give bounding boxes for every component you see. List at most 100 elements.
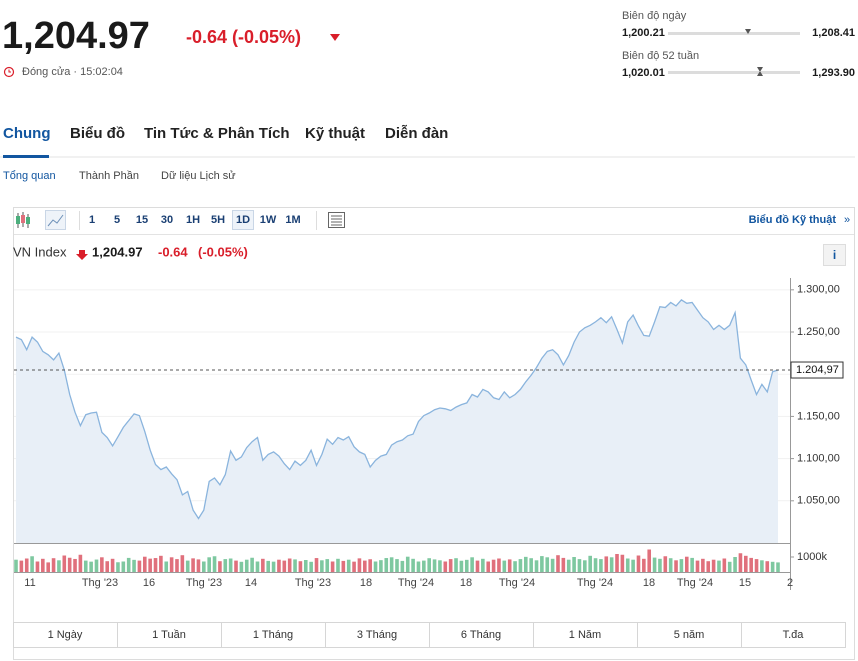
volume-bar	[733, 557, 737, 572]
info-button[interactable]	[823, 244, 846, 266]
volume-bar	[760, 560, 764, 572]
volume-bar	[153, 558, 158, 572]
volume-bar	[529, 558, 533, 572]
subtab[interactable]: Tổng quan	[3, 170, 56, 182]
volume-bar	[765, 561, 770, 572]
volume-bar	[422, 560, 426, 572]
technical-chart-link[interactable]: Biểu đồ Kỹ thuật	[749, 214, 837, 226]
period-button[interactable]	[221, 622, 326, 648]
period-button[interactable]	[741, 622, 846, 648]
period-button[interactable]	[637, 622, 742, 648]
volume-bar	[561, 557, 566, 572]
period-label[interactable]: 1 Tháng	[253, 629, 293, 641]
x-tick-label: Thg '24	[499, 577, 535, 589]
price-area	[16, 299, 778, 543]
tab[interactable]: Tin Tức & Phân Tích	[144, 125, 290, 142]
period-button[interactable]	[325, 622, 430, 648]
volume-bar	[770, 561, 775, 572]
volume-bar	[556, 555, 560, 572]
period-label[interactable]: 6 Tháng	[461, 629, 501, 641]
volume-bar	[212, 556, 217, 572]
volume-bar	[625, 558, 630, 572]
x-tick-label: Thg '24	[398, 577, 434, 589]
chart-price: 1,204.97	[92, 244, 143, 259]
volume-bar	[454, 558, 458, 572]
interval-button[interactable]: 30	[161, 214, 173, 226]
period-label[interactable]: 1 Ngày	[48, 629, 83, 641]
volume-bar	[303, 560, 308, 572]
volume-bar	[776, 562, 780, 572]
volume-bar	[121, 561, 126, 572]
volume-bar	[83, 560, 88, 572]
period-button[interactable]	[429, 622, 534, 648]
interval-button[interactable]: 5H	[211, 214, 225, 226]
subtab[interactable]: Thành Phần	[79, 170, 139, 182]
volume-bar	[497, 558, 501, 572]
area-icon[interactable]	[45, 210, 66, 230]
volume-bar	[35, 561, 40, 572]
period-button[interactable]	[13, 622, 118, 648]
tab[interactable]: Kỹ thuật	[305, 125, 365, 142]
tab[interactable]: Diễn đàn	[385, 125, 448, 142]
volume-bar	[336, 558, 340, 572]
interval-button[interactable]: 5	[114, 214, 120, 226]
range-bar	[668, 71, 800, 74]
volume-bar	[642, 558, 646, 572]
volume-bar	[395, 559, 399, 572]
period-label[interactable]: T.đa	[783, 629, 805, 641]
volume-bar	[320, 560, 324, 572]
volume-bar	[583, 560, 587, 572]
interval-button[interactable]: 15	[136, 214, 148, 226]
volume-bar	[137, 560, 142, 572]
volume-bar	[175, 559, 179, 572]
range-high: 1,208.41	[812, 27, 855, 39]
y-tick-label: 1.050,00	[797, 495, 840, 507]
volume-bar	[379, 560, 383, 572]
interval-button[interactable]: 1M	[285, 214, 300, 226]
range-low: 1,200.21	[622, 27, 665, 39]
volume-bar	[100, 557, 104, 572]
volume-bar	[287, 558, 292, 572]
volume-bar	[266, 560, 271, 572]
volume-bar	[663, 556, 668, 572]
volume-bar	[196, 559, 201, 572]
volume-bar	[30, 556, 34, 572]
subtab[interactable]: Dữ liệu Lịch sử	[161, 170, 236, 182]
interval-button[interactable]: 1H	[186, 214, 200, 226]
period-label[interactable]: 1 Năm	[569, 629, 601, 641]
volume-bar	[545, 557, 550, 572]
interval-button[interactable]: 1D	[236, 214, 250, 226]
volume-bar	[57, 560, 61, 572]
interval-button[interactable]: 1W	[260, 214, 277, 226]
volume-bar	[658, 558, 662, 572]
y-tick-label: 1.100,00	[797, 453, 840, 465]
period-label[interactable]: 1 Tuần	[152, 629, 186, 641]
volume-bar	[459, 560, 464, 572]
tab[interactable]: Chung	[3, 125, 50, 142]
volume-bar	[523, 556, 528, 572]
volume-bar	[228, 558, 233, 572]
period-label[interactable]: 5 năm	[674, 629, 705, 641]
volume-bar	[67, 557, 72, 572]
period-label[interactable]: 3 Tháng	[357, 629, 397, 641]
x-tick-label: 14	[245, 577, 257, 589]
table-icon[interactable]	[328, 212, 345, 228]
info-icon: i	[833, 248, 836, 262]
x-tick-label: Thg '23	[186, 577, 222, 589]
active-tab-underline	[3, 155, 49, 158]
volume-bar	[443, 561, 448, 572]
volume-bar	[690, 557, 694, 572]
x-tick-label: Thg '24	[577, 577, 613, 589]
tab[interactable]: Biểu đồ	[70, 125, 125, 142]
volume-bar	[105, 561, 110, 572]
volume-bar	[191, 558, 195, 572]
volume-bar	[668, 558, 673, 572]
volume-bar	[62, 555, 67, 572]
volume-bar	[507, 559, 512, 572]
y-tick-label: 1.150,00	[797, 410, 840, 422]
interval-button[interactable]: 1	[89, 214, 95, 226]
volume-bar	[738, 553, 743, 572]
period-button[interactable]	[533, 622, 638, 648]
volume-bar	[73, 558, 77, 572]
